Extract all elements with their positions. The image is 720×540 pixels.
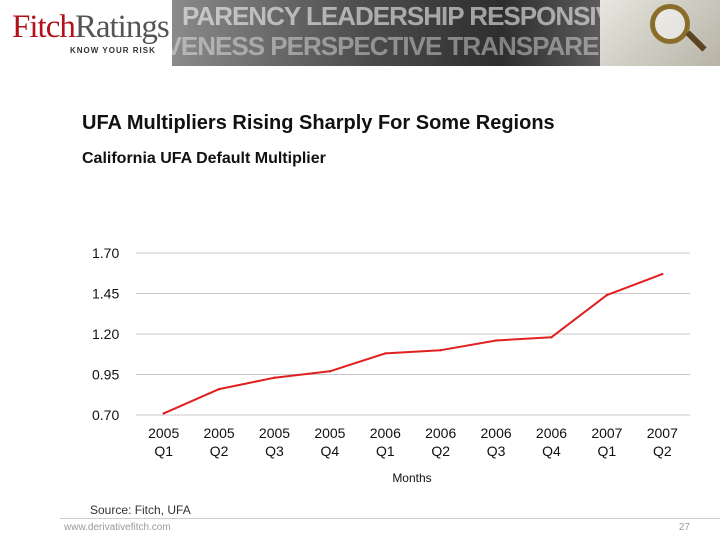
y-tick-label: 0.95	[92, 367, 119, 383]
data-point	[162, 412, 165, 415]
banner-photo	[600, 0, 720, 66]
x-tick-label: 2005 Q4	[314, 425, 345, 459]
data-point	[439, 349, 442, 352]
y-tick-label: 1.20	[92, 326, 119, 342]
logo-tagline: KNOW YOUR RISK	[70, 46, 156, 55]
data-point	[494, 339, 498, 342]
x-tick-label: 2007 Q2	[647, 425, 678, 459]
x-tick-label: 2005 Q2	[204, 425, 235, 459]
chart-subtitle: California UFA Default Multiplier	[82, 150, 326, 167]
y-tick-label: 1.70	[92, 245, 119, 261]
x-tick-label: 2005 Q1	[148, 425, 179, 459]
y-tick-label: 1.45	[92, 286, 119, 302]
x-axis-label: Months	[392, 471, 431, 485]
data-point	[273, 376, 276, 379]
x-tick-label: 2007 Q1	[591, 425, 622, 459]
source-note: Source: Fitch, UFA	[90, 503, 191, 517]
x-tick-label: 2005 Q3	[259, 425, 290, 459]
banner-text-row-2: SIVENESS PERSPECTIVE TRANSPARENCY	[172, 31, 651, 61]
data-point	[328, 370, 332, 373]
data-point	[605, 293, 609, 297]
x-tick-label: 2006 Q4	[536, 425, 567, 459]
logo-ratings-text: Ratings	[74, 9, 170, 45]
slide-header: FitchRatings KNOW YOUR RISK PARENCY LEAD…	[0, 0, 720, 66]
x-tick-label: 2006 Q2	[425, 425, 456, 459]
magnifier-icon	[650, 4, 690, 44]
series-line	[163, 273, 663, 415]
logo-fitch-text: Fitch	[12, 9, 76, 45]
data-point	[217, 387, 221, 391]
x-tick-label: 2006 Q1	[370, 425, 401, 459]
slide-title: UFA Multipliers Rising Sharply For Some …	[82, 112, 555, 134]
data-point	[661, 272, 664, 276]
header-banner: PARENCY LEADERSHIP RESPONSIVENESS SIVENE…	[172, 0, 720, 66]
data-point	[550, 336, 553, 339]
y-tick-label: 0.70	[92, 407, 119, 423]
footer-divider	[60, 518, 720, 519]
footer-url[interactable]: www.derivativefitch.com	[64, 522, 171, 533]
page-number: 27	[678, 522, 690, 533]
data-point	[384, 352, 387, 355]
fitch-ratings-logo: FitchRatings KNOW YOUR RISK	[12, 8, 172, 58]
x-tick-label: 2006 Q3	[481, 425, 512, 459]
